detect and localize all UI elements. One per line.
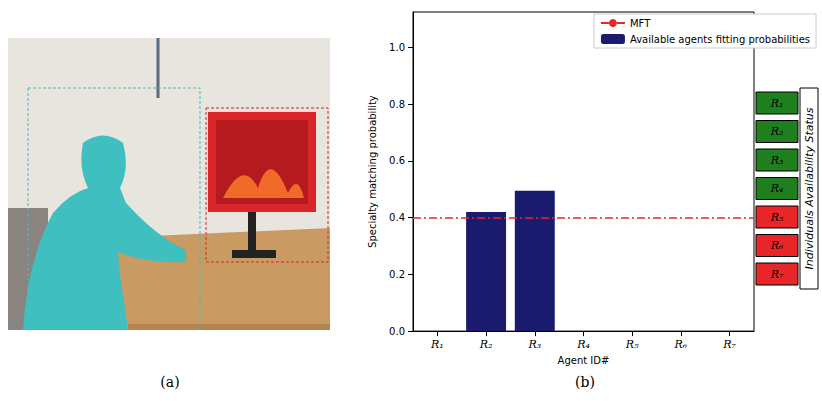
html-text:(a): (a) xyxy=(160,374,180,390)
svg-text:R₁: R₁ xyxy=(430,338,444,351)
svg-text:R₁: R₁ xyxy=(770,97,784,110)
svg-text:R₅: R₅ xyxy=(625,338,639,351)
svg-text:Agent ID#: Agent ID# xyxy=(558,355,610,366)
svg-text:0.6: 0.6 xyxy=(389,155,405,166)
svg-text:Specialty matching probability: Specialty matching probability xyxy=(367,95,378,248)
svg-text:R₇: R₇ xyxy=(722,338,736,351)
svg-text:1.0: 1.0 xyxy=(389,42,405,53)
svg-text:R₃: R₃ xyxy=(770,154,784,167)
svg-text:R₇: R₇ xyxy=(770,268,784,281)
svg-text:R₂: R₂ xyxy=(770,125,784,138)
svg-text:Individuals Availability Statu: Individuals Availability Status xyxy=(803,107,816,269)
svg-text:R₆: R₆ xyxy=(674,338,688,351)
svg-text:0.0: 0.0 xyxy=(389,326,405,337)
svg-text:0.4: 0.4 xyxy=(389,212,405,223)
svg-text:R₆: R₆ xyxy=(770,239,784,252)
html-text:(b): (b) xyxy=(575,374,595,390)
svg-text:R₅: R₅ xyxy=(770,211,784,224)
svg-text:R₄: R₄ xyxy=(576,338,590,351)
svg-text:R₂: R₂ xyxy=(479,338,493,351)
svg-text:0.8: 0.8 xyxy=(389,99,405,110)
svg-text:MFT: MFT xyxy=(630,18,651,29)
svg-text:R₃: R₃ xyxy=(527,338,541,351)
svg-text:R₄: R₄ xyxy=(770,182,784,195)
svg-text:0.2: 0.2 xyxy=(389,269,405,280)
svg-text:Available agents fitting proba: Available agents fitting probabilities xyxy=(630,34,810,45)
